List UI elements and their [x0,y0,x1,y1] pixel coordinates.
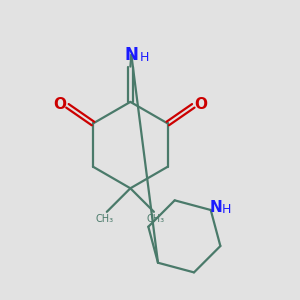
Text: O: O [53,98,66,112]
Text: CH₃: CH₃ [147,214,165,224]
Text: H: H [222,202,231,215]
Text: H: H [140,51,149,64]
Text: CH₃: CH₃ [96,214,114,224]
Text: O: O [195,98,208,112]
Text: N: N [124,46,138,64]
Text: N: N [209,200,222,214]
